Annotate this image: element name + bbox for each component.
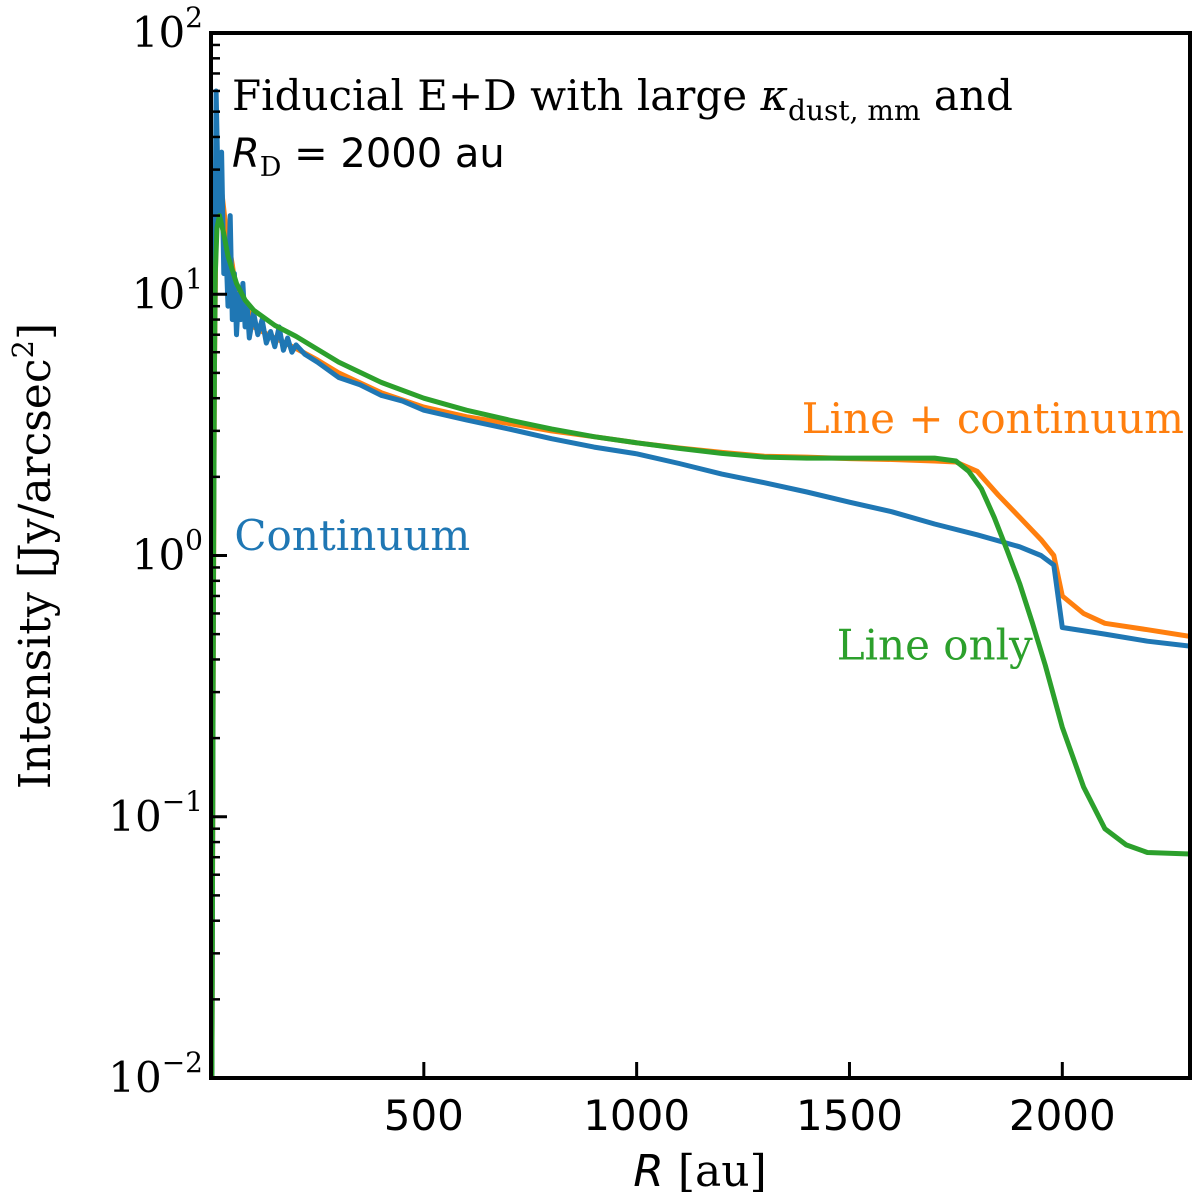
annotation-suffix: and [921, 71, 1013, 120]
y-tick-label: 100 [132, 524, 203, 580]
series-line-line-only [211, 213, 1190, 1078]
y-tick-label: 102 [132, 1, 203, 57]
x-axis-unit: [au] [664, 1146, 767, 1197]
y-tick-label: 10−1 [108, 785, 203, 841]
x-tick-label: 1000 [583, 1091, 690, 1140]
x-tick-label: 1500 [796, 1091, 903, 1140]
y-axis-close: ] [10, 323, 61, 340]
kappa-subscript: dust, mm [788, 94, 920, 127]
annotation-line-1: Fiducial E+D with large κdust, mm and [232, 71, 1013, 127]
y-tick-label: 101 [132, 262, 203, 318]
y-tick-label: 10−2 [108, 1046, 203, 1102]
radius-value: = 2000 au [281, 131, 504, 177]
y-axis-label: Intensity [Jy/arcsec2] [6, 323, 61, 789]
x-axis-symbol: R [633, 1146, 664, 1197]
radius-subscript: D [260, 152, 282, 183]
x-tick-label: 2000 [1009, 1091, 1116, 1140]
labels-layer: Line + continuum Continuum Line only [234, 394, 1184, 670]
x-axis-label: R [au] [633, 1146, 766, 1197]
series-layer [211, 88, 1190, 1078]
series-label-line-continuum: Line + continuum [802, 394, 1184, 443]
annotation-prefix: Fiducial E+D with large [232, 71, 760, 120]
y-axis-sup: 2 [6, 340, 40, 358]
kappa-symbol: κ [759, 71, 788, 120]
series-label-continuum: Continuum [234, 511, 470, 560]
x-tick-label: 500 [384, 1091, 464, 1140]
series-label-line-only: Line only [837, 620, 1033, 669]
radius-symbol: R [232, 131, 260, 177]
ticks-layer: 500 1000 1500 2000 10−2 10−1 100 101 102 [108, 1, 1115, 1140]
series-line-continuum [211, 88, 1190, 1078]
annotation-line-2: RD = 2000 au [232, 131, 505, 183]
y-axis-text: Intensity [Jy/arcsec [10, 359, 61, 790]
